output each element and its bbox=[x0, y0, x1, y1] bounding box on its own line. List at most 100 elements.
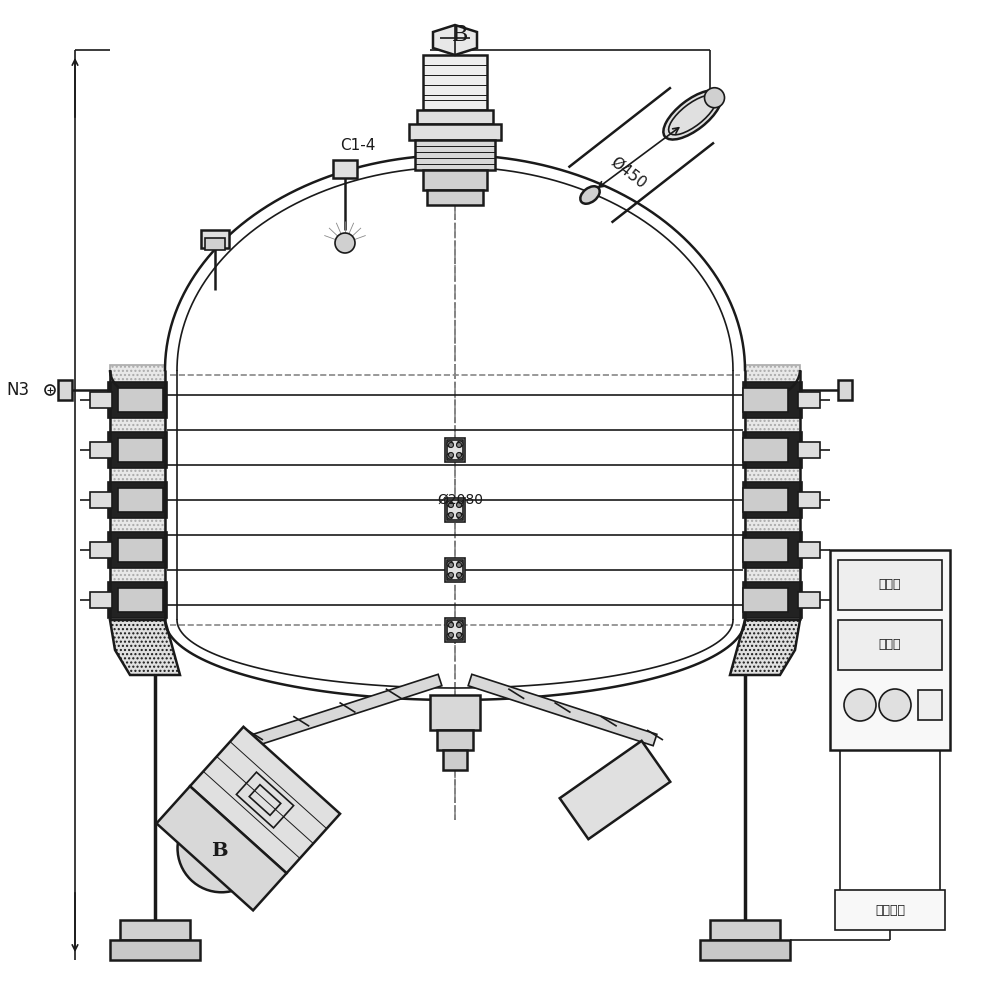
Bar bbox=[417, 110, 493, 124]
Circle shape bbox=[448, 452, 454, 458]
Text: 变频器: 变频器 bbox=[879, 578, 901, 591]
Bar bbox=[798, 542, 820, 558]
Bar bbox=[743, 388, 788, 412]
Bar bbox=[743, 382, 802, 418]
Ellipse shape bbox=[580, 186, 600, 204]
Text: 变频器: 变频器 bbox=[879, 639, 901, 652]
Circle shape bbox=[448, 442, 454, 448]
Text: C1-4: C1-4 bbox=[340, 137, 375, 152]
Bar bbox=[443, 750, 467, 770]
Bar bbox=[110, 940, 200, 960]
Circle shape bbox=[879, 689, 911, 721]
Bar bbox=[838, 380, 852, 400]
Circle shape bbox=[457, 633, 463, 639]
Bar bbox=[743, 532, 802, 568]
Bar bbox=[700, 940, 790, 960]
Bar bbox=[835, 890, 945, 930]
Circle shape bbox=[447, 453, 453, 459]
Bar bbox=[90, 542, 112, 558]
Circle shape bbox=[456, 512, 462, 518]
Circle shape bbox=[448, 572, 454, 578]
Bar bbox=[120, 920, 190, 940]
Bar bbox=[798, 442, 820, 458]
Ellipse shape bbox=[663, 90, 722, 140]
Bar bbox=[798, 492, 820, 508]
Circle shape bbox=[456, 502, 462, 508]
Bar bbox=[427, 190, 483, 205]
Circle shape bbox=[456, 562, 462, 568]
Bar bbox=[743, 538, 788, 562]
Bar bbox=[838, 620, 942, 670]
Bar bbox=[743, 582, 802, 618]
Bar bbox=[118, 588, 163, 612]
Bar bbox=[108, 382, 167, 418]
Circle shape bbox=[456, 622, 462, 628]
Bar bbox=[798, 392, 820, 408]
Bar bbox=[205, 238, 225, 250]
Bar bbox=[118, 438, 163, 462]
Bar bbox=[118, 488, 163, 512]
Circle shape bbox=[456, 442, 462, 448]
Bar bbox=[90, 442, 112, 458]
Circle shape bbox=[457, 441, 463, 447]
Circle shape bbox=[448, 562, 454, 568]
Circle shape bbox=[447, 501, 453, 507]
Circle shape bbox=[456, 452, 462, 458]
Text: Ø2080: Ø2080 bbox=[437, 493, 483, 507]
Bar bbox=[918, 690, 942, 720]
Bar bbox=[838, 560, 942, 610]
Bar bbox=[710, 920, 780, 940]
Bar bbox=[333, 160, 357, 178]
Circle shape bbox=[447, 513, 453, 519]
Bar bbox=[743, 482, 802, 518]
Text: B: B bbox=[211, 842, 228, 860]
Bar bbox=[108, 482, 167, 518]
Bar bbox=[445, 618, 465, 642]
Bar bbox=[445, 558, 465, 582]
Polygon shape bbox=[190, 727, 340, 873]
Circle shape bbox=[448, 622, 454, 628]
Circle shape bbox=[335, 233, 355, 253]
Text: B: B bbox=[452, 24, 468, 46]
Bar bbox=[118, 538, 163, 562]
Text: N3: N3 bbox=[7, 381, 30, 399]
Bar bbox=[90, 492, 112, 508]
Circle shape bbox=[457, 573, 463, 579]
Circle shape bbox=[447, 441, 453, 447]
Circle shape bbox=[447, 621, 453, 627]
Polygon shape bbox=[110, 620, 180, 675]
Bar bbox=[447, 440, 463, 460]
Polygon shape bbox=[253, 674, 442, 746]
Circle shape bbox=[457, 453, 463, 459]
Bar bbox=[830, 550, 950, 750]
Bar bbox=[58, 380, 72, 400]
Circle shape bbox=[448, 633, 454, 638]
Text: Ø450: Ø450 bbox=[608, 154, 649, 191]
Bar bbox=[445, 498, 465, 522]
Circle shape bbox=[457, 621, 463, 627]
Circle shape bbox=[448, 512, 454, 518]
Bar bbox=[90, 392, 112, 408]
Circle shape bbox=[178, 804, 265, 892]
Bar bbox=[118, 388, 163, 412]
Circle shape bbox=[457, 501, 463, 507]
Circle shape bbox=[457, 561, 463, 567]
Bar bbox=[743, 488, 788, 512]
Circle shape bbox=[705, 88, 725, 108]
Bar bbox=[447, 560, 463, 580]
Polygon shape bbox=[468, 674, 657, 746]
Bar bbox=[447, 620, 463, 640]
Bar bbox=[423, 55, 487, 110]
Circle shape bbox=[456, 633, 462, 638]
Bar bbox=[409, 124, 501, 140]
Text: 称重模块: 称重模块 bbox=[875, 904, 905, 916]
Bar bbox=[108, 532, 167, 568]
Bar bbox=[445, 438, 465, 462]
Bar bbox=[743, 588, 788, 612]
Bar bbox=[415, 140, 495, 170]
Bar bbox=[430, 695, 480, 730]
Circle shape bbox=[844, 689, 876, 721]
Circle shape bbox=[448, 502, 454, 508]
Bar bbox=[201, 230, 229, 248]
Bar bbox=[423, 170, 487, 190]
